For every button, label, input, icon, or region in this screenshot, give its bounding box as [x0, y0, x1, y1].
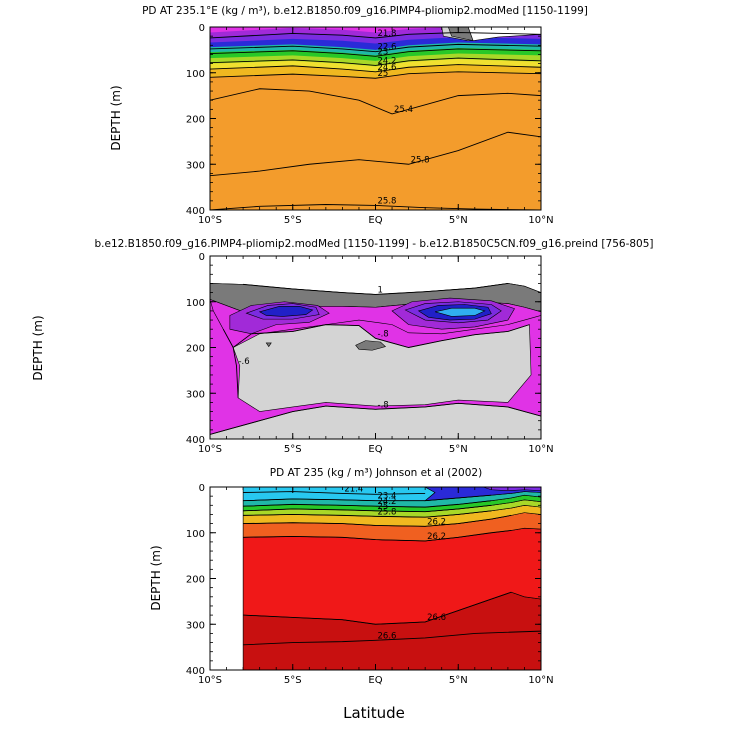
contour-label: 26.6 — [427, 613, 446, 623]
panel-2-plot-area: 1 -.8 -.8 -.6 — [210, 283, 541, 439]
contour-label: 25.8 — [411, 155, 430, 165]
contour-label: 24.2 — [378, 497, 397, 507]
contour-line — [210, 88, 541, 115]
contour-line — [243, 504, 492, 513]
contour-label: 25.4 — [394, 105, 413, 115]
contour-label: 23 — [378, 47, 389, 57]
panel-2-axes: 10°S 5°S EQ 5°N 10°N 0 100 200 300 400 — [186, 252, 554, 455]
contour-line — [243, 500, 492, 508]
contour-line — [243, 514, 512, 527]
contour-label: 25.8 — [378, 507, 397, 517]
panel-3-axes: 10°S 5°S EQ 5°N 10°N 0 100 200 300 400 — [186, 483, 554, 686]
contour-line — [210, 48, 541, 57]
contour-label: 25 — [378, 69, 389, 79]
contour-line — [232, 347, 239, 398]
y-tick-label: 100 — [186, 69, 205, 80]
panel-1-title: PD AT 235.1°E (kg / m³), b.e12.B1850.f09… — [142, 5, 588, 17]
y-tick-label: 300 — [186, 620, 205, 631]
contour-line — [222, 324, 530, 349]
contour-line — [210, 57, 541, 66]
x-tick-label: 5°S — [284, 215, 302, 226]
contour-label: 24.2 — [378, 56, 397, 66]
contour-label: -.6 — [238, 357, 249, 367]
panel-1-axes: 10°S 5°S EQ 5°N 10°N 0 100 200 300 400 — [186, 23, 554, 226]
contour-line — [243, 630, 541, 646]
x-tick-label: 5°N — [449, 675, 468, 686]
contour-line — [210, 131, 541, 177]
y-tick-label: 200 — [186, 344, 205, 355]
contour-line — [243, 591, 512, 625]
panel-3-ylabel: DEPTH (m) — [149, 545, 163, 610]
contour-label: 26.6 — [378, 631, 397, 641]
x-tick-label: 10°S — [198, 675, 222, 686]
contour-label: 25 — [378, 502, 389, 512]
contour-label: 21.8 — [378, 29, 397, 39]
contour-label: 24.6 — [378, 63, 397, 73]
x-tick-label: 5°N — [449, 215, 468, 226]
panel-2: b.e12.B1850.f09_g16.PIMP4-pliomip2.modMe… — [31, 238, 654, 455]
panel-3-title: PD AT 235 (kg / m³) Johnson et al (2002) — [270, 467, 482, 479]
y-tick-label: 200 — [186, 115, 205, 126]
y-tick-label: 400 — [186, 666, 205, 677]
x-tick-label: 10°S — [198, 444, 222, 455]
panel-2-title: b.e12.B1850.f09_g16.PIMP4-pliomip2.modMe… — [94, 238, 653, 250]
fill-region-skyblue — [435, 307, 486, 317]
x-tick-label: 5°S — [284, 444, 302, 455]
y-tick-label: 0 — [199, 483, 205, 494]
x-tick-label: 10°N — [528, 215, 553, 226]
y-tick-label: 100 — [186, 529, 205, 540]
contour-line — [243, 494, 492, 502]
contour-label: 25.8 — [378, 196, 397, 206]
contour-label: 1 — [378, 285, 383, 295]
contour-label: 26.2 — [427, 532, 446, 542]
panel-3: PD AT 235 (kg / m³) Johnson et al (2002)… — [149, 467, 554, 686]
y-tick-label: 400 — [186, 435, 205, 446]
panel-2-ylabel: DEPTH (m) — [31, 315, 45, 380]
contour-line — [243, 283, 508, 295]
contour-line — [210, 71, 541, 79]
x-tick-label: EQ — [368, 675, 382, 686]
y-tick-label: 300 — [186, 160, 205, 171]
panel-1: PD AT 235.1°E (kg / m³), b.e12.B1850.f09… — [109, 5, 588, 226]
fill-region-darkgray — [265, 342, 272, 348]
y-tick-label: 0 — [199, 23, 205, 34]
y-tick-label: 400 — [186, 206, 205, 217]
contour-line — [210, 43, 541, 53]
x-tick-label: 10°N — [528, 444, 553, 455]
contour-label: 22.6 — [378, 43, 397, 53]
fill-region-deepblue — [258, 306, 314, 317]
x-tick-label: 5°S — [284, 675, 302, 686]
y-tick-label: 100 — [186, 298, 205, 309]
y-tick-label: 0 — [199, 252, 205, 263]
x-tick-label: EQ — [368, 444, 382, 455]
contour-line — [210, 64, 541, 73]
y-tick-label: 300 — [186, 389, 205, 400]
contour-label: 23.4 — [378, 492, 397, 502]
fill-region-darkgray — [355, 340, 387, 351]
contour-label: 21.4 — [344, 484, 363, 494]
y-tick-label: 200 — [186, 575, 205, 586]
x-tick-label: EQ — [368, 215, 382, 226]
panel-1-ylabel: DEPTH (m) — [109, 85, 123, 150]
contour-label: -.8 — [378, 400, 389, 410]
contour-label: -.8 — [378, 329, 389, 339]
x-tick-label: 10°N — [528, 675, 553, 686]
contour-line — [243, 510, 492, 518]
contour-line — [243, 491, 426, 495]
contour-label: 26.2 — [427, 517, 446, 527]
x-tick-label: 10°S — [198, 215, 222, 226]
x-tick-label: 5°N — [449, 444, 468, 455]
figure-xlabel: Latitude — [343, 704, 405, 722]
contour-line — [243, 530, 512, 542]
contour-line — [210, 402, 541, 435]
